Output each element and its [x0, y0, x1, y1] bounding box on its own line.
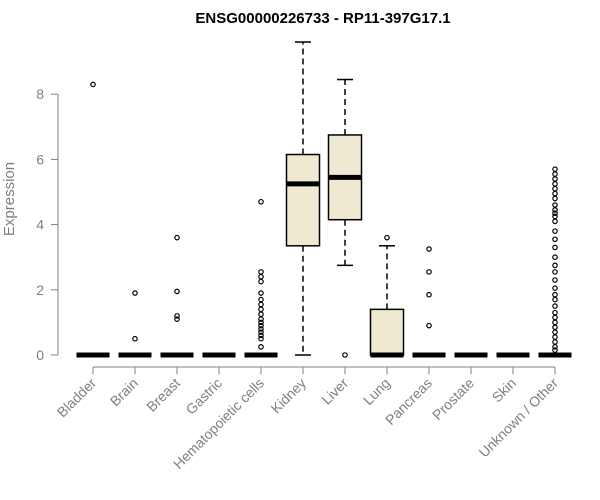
outlier-point [258, 322, 264, 329]
outlier-point [552, 185, 558, 192]
x-tick-label: Brain [107, 375, 141, 409]
outlier-point [258, 301, 264, 308]
outlier-point [552, 314, 558, 321]
y-axis: 0 2 4 6 8 [36, 86, 59, 363]
outlier-point [552, 236, 558, 243]
x-tick-label: Breast [143, 375, 183, 415]
outlier-point [258, 306, 264, 313]
x-tick-label: Lung [360, 375, 393, 408]
outlier-point [552, 329, 558, 335]
outlier-point [552, 202, 558, 208]
outlier-point [258, 278, 264, 285]
outlier-point [552, 195, 558, 202]
outlier-point [552, 324, 558, 331]
outlier-point [342, 352, 348, 358]
outlier-point [258, 273, 264, 280]
outlier-point [258, 296, 264, 303]
outlier-point [552, 339, 558, 345]
outlier-point [258, 329, 264, 335]
outlier-point [174, 288, 180, 295]
x-tick-label: Liver [318, 375, 351, 408]
outlier-point [552, 210, 558, 216]
outlier-point [552, 228, 558, 234]
outlier-point [258, 269, 264, 275]
outlier-point [426, 246, 432, 252]
outlier-point [552, 344, 558, 350]
outlier-point [258, 319, 264, 326]
outlier-point [384, 234, 390, 241]
x-tick-label: Prostate [429, 375, 477, 423]
outlier-point [552, 309, 558, 316]
box-iqr [285, 153, 321, 247]
outlier-point [258, 198, 264, 205]
outlier-point [174, 234, 180, 241]
outlier-point [258, 344, 264, 350]
outlier-point [552, 319, 558, 326]
y-tick-label: 8 [36, 86, 44, 102]
outlier-point [258, 335, 264, 342]
outlier-point [174, 316, 180, 322]
outlier-point [552, 303, 558, 309]
outlier-point [90, 81, 96, 88]
outlier-point [426, 291, 432, 298]
outlier-point [552, 269, 558, 275]
box-breast [160, 234, 194, 358]
outlier-point [552, 207, 558, 213]
box-bladder [76, 81, 110, 358]
outlier-point [132, 290, 138, 296]
outlier-point [258, 311, 264, 318]
box-liver [327, 78, 363, 358]
box-brain [118, 290, 152, 358]
outlier-point [258, 326, 264, 332]
x-tick-label: Kidney [268, 375, 310, 417]
outlier-point [426, 322, 432, 329]
chart-title: ENSG00000226733 - RP11-397G17.1 [195, 10, 450, 27]
y-tick-label: 2 [36, 282, 44, 298]
y-tick-label: 6 [36, 151, 44, 167]
outlier-point [552, 190, 558, 197]
outlier-point [552, 218, 558, 225]
y-axis-label: Expression [1, 162, 18, 236]
x-tick-label: Skin [489, 375, 520, 406]
box-hematopoietic-cells [244, 198, 278, 358]
outlier-point [258, 332, 264, 339]
outlier-point [552, 181, 558, 187]
outlier-point [552, 347, 558, 353]
outlier-point [552, 296, 558, 303]
y-tick-label: 4 [36, 217, 44, 233]
outlier-point [552, 244, 558, 251]
box-kidney [285, 41, 321, 356]
outlier-point [258, 316, 264, 322]
box-unknown-other [538, 166, 572, 358]
outlier-point [132, 335, 138, 342]
x-tick-label: Unknown / Other [476, 375, 562, 461]
x-tick-label: Bladder [54, 375, 100, 421]
outlier-point [174, 313, 180, 319]
outlier-point [552, 171, 558, 177]
y-tick-label: 0 [36, 347, 44, 363]
box-plots [76, 41, 572, 358]
outlier-point [552, 291, 558, 298]
x-tick-label: Pancreas [382, 375, 435, 428]
outlier-point [552, 166, 558, 172]
outlier-point [552, 176, 558, 182]
outlier-point [552, 262, 558, 269]
outlier-point [426, 269, 432, 275]
outlier-point [258, 290, 264, 296]
outlier-point [552, 285, 558, 291]
box-iqr [369, 308, 405, 356]
box-lung [369, 234, 405, 358]
outlier-point [552, 334, 558, 340]
outlier-point [552, 277, 558, 283]
box-pancreas [412, 246, 446, 358]
outlier-point [552, 254, 558, 261]
